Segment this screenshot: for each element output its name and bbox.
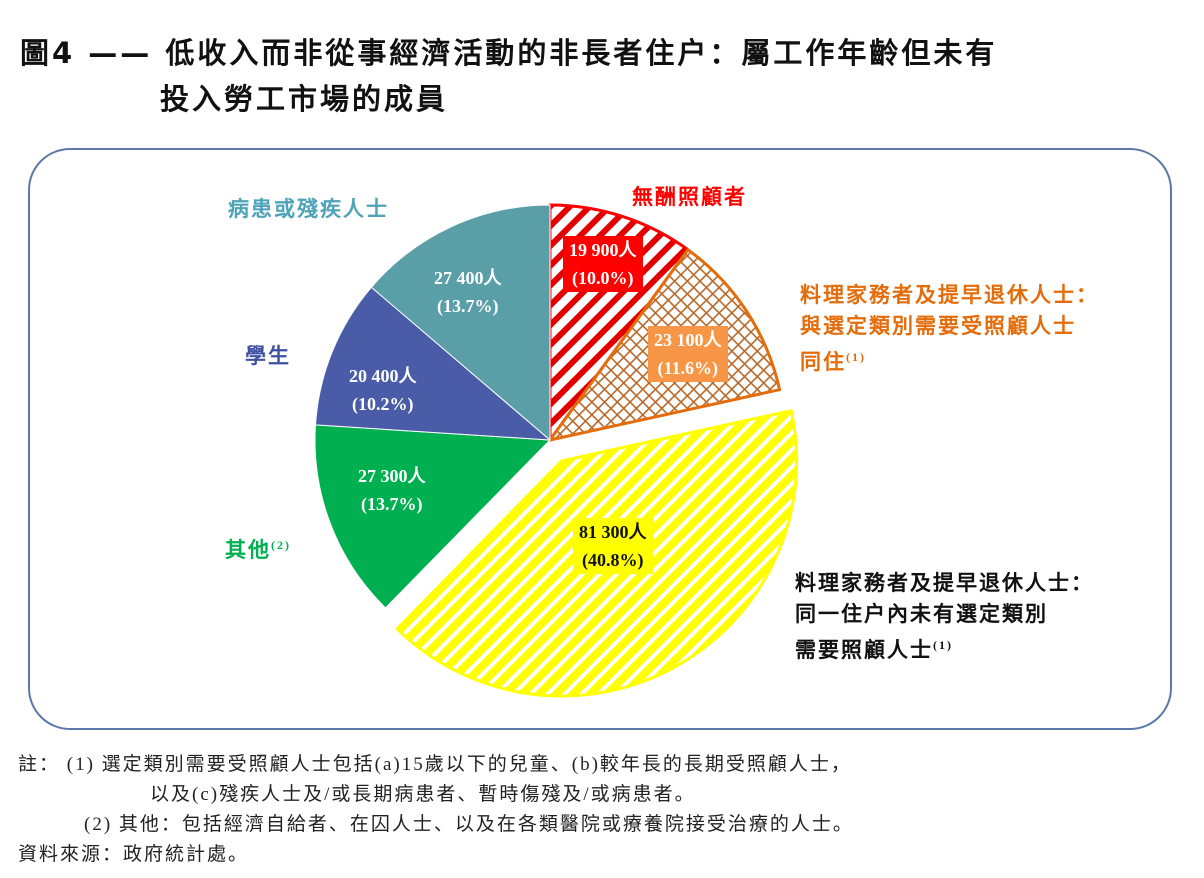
percent: (10.2%) (352, 394, 414, 414)
label-line: 同住 (800, 350, 846, 374)
note-1-cont: 以及(c)殘疾人士及/或長期病患者、暫時傷殘及/或病患者。 (150, 784, 696, 805)
figure-title-line1: 圖4 —— 低收入而非從事經濟活動的非長者住户：屬工作年齡但未有 (20, 36, 998, 70)
label-others: 其他(2) (225, 530, 291, 566)
percent: (11.6%) (657, 358, 719, 378)
pie-slice-5 (370, 204, 551, 441)
label-line: 料理家務者及提早退休人士： (795, 571, 1094, 595)
label-line: 需要照顧人士 (795, 638, 933, 662)
footnote-ref: (1) (933, 638, 953, 652)
pie-slice-3 (314, 424, 551, 609)
label-students: 學生 (245, 344, 291, 368)
label-line: 料理家務者及提早退休人士： (800, 283, 1099, 307)
footnote-ref: (2) (271, 538, 291, 552)
percent: (13.7%) (437, 296, 499, 316)
label-text: 其他 (225, 538, 271, 562)
label-sick-disabled: 病患或殘疾人士 (228, 197, 389, 221)
label-line: 與選定類別需要受照顧人士 (800, 314, 1076, 338)
value: 19 900人 (569, 240, 637, 260)
value: 20 400人 (349, 366, 417, 386)
figure-title-line2: 投入勞工市場的成員 (160, 82, 449, 116)
value-label-students: 20 400人 (10.2%) (343, 362, 423, 418)
value-label-sick-disabled: 27 400人 (13.7%) (428, 264, 508, 320)
value-label-homemakers-with-carees: 23 100人 (11.6%) (648, 326, 728, 382)
pie-slice-4 (314, 286, 551, 441)
note-1: 註： (1) 選定類別需要受照顧人士包括(a)15歲以下的兒童、(b)較年長的長… (18, 754, 852, 775)
percent: (10.0%) (572, 268, 634, 288)
value: 27 300人 (358, 466, 426, 486)
percent: (13.7%) (361, 494, 423, 514)
label-unpaid-carers: 無酬照顧者 (632, 185, 747, 209)
value-label-unpaid-carers: 19 900人 (10.0%) (563, 236, 643, 292)
source-note: 資料來源：政府統計處。 (18, 844, 250, 865)
footnotes: 註： (1) 選定類別需要受照顧人士包括(a)15歲以下的兒童、(b)較年長的長… (18, 750, 854, 870)
value-label-others: 27 300人 (13.7%) (352, 462, 432, 518)
percent: (40.8%) (582, 550, 644, 570)
note-2: (2) 其他：包括經濟自給者、在囚人士、以及在各類醫院或療養院接受治療的人士。 (84, 814, 854, 835)
footnote-ref: (1) (846, 350, 866, 364)
chart-frame (28, 148, 1172, 730)
value: 23 100人 (654, 330, 722, 350)
label-homemakers-without-carees: 料理家務者及提早退休人士： 同一住户內未有選定類別 需要照顧人士(1) (795, 568, 1094, 666)
value: 81 300人 (579, 522, 647, 542)
value: 27 400人 (434, 268, 502, 288)
label-line: 同一住户內未有選定類別 (795, 602, 1048, 626)
value-label-homemakers-without-carees: 81 300人 (40.8%) (573, 518, 653, 574)
label-homemakers-with-carees: 料理家務者及提早退休人士： 與選定類別需要受照顧人士 同住(1) (800, 280, 1099, 378)
